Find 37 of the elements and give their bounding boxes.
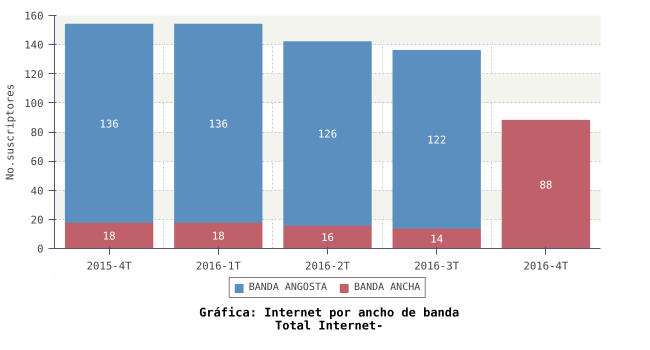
data-label: 88 — [539, 178, 552, 192]
data-label: 18 — [212, 229, 225, 242]
data-label: 122 — [427, 133, 446, 146]
bar — [64, 222, 154, 248]
text: Gráfica: Internet por ancho de banda — [199, 306, 460, 320]
bar — [283, 224, 372, 248]
data-label: 126 — [318, 127, 338, 140]
legend-label: BANDA ANGOSTA — [248, 282, 328, 293]
data-label: 16 — [321, 230, 334, 244]
x-tick-label: 2016-3T — [414, 260, 460, 272]
data-label: 136 — [99, 117, 119, 130]
y-tick-label: 140 — [24, 38, 44, 52]
x-tick-label: 2015-4T — [86, 260, 132, 272]
bar — [502, 120, 590, 248]
y-tick-label: 80 — [30, 126, 44, 139]
data-label: 14 — [430, 232, 444, 246]
legend-label: BANDA ANCHA — [354, 282, 420, 293]
text: Total Internet- — [274, 318, 384, 332]
data-label: 18 — [102, 229, 116, 242]
y-tick-label: 100 — [24, 96, 44, 110]
y-axis-title: No.suscriptores — [3, 84, 16, 180]
y-tick-label: 40 — [30, 184, 44, 198]
x-tick-label: 2016-4T — [523, 260, 569, 272]
bar — [392, 228, 481, 248]
x-tick-label: 2016-2T — [305, 260, 351, 272]
y-tick-label: 20 — [30, 213, 44, 226]
y-tick-label: 160 — [24, 10, 44, 22]
bar — [174, 222, 262, 248]
y-tick-label: 60 — [30, 155, 44, 168]
bar — [283, 41, 372, 226]
data-label: 136 — [208, 117, 228, 130]
bar — [174, 24, 262, 223]
y-tick-label: 0 — [37, 242, 44, 256]
x-tick-label: 2016-1T — [196, 260, 242, 272]
bar — [64, 24, 154, 223]
bar — [392, 50, 481, 229]
y-tick-label: 120 — [24, 68, 44, 81]
